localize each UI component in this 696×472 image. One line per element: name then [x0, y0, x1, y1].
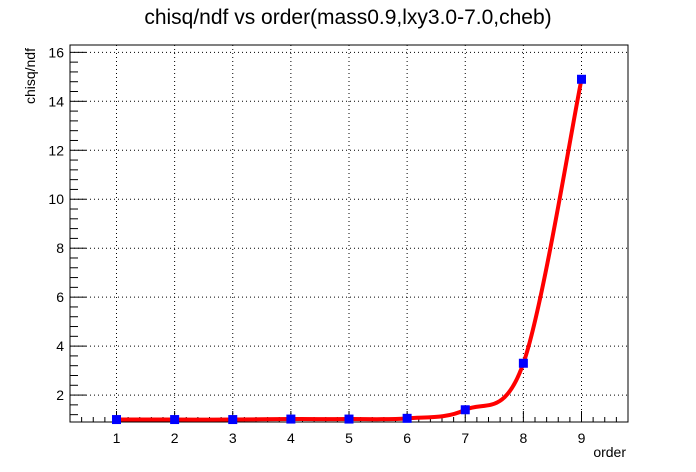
y-tick-label: 12: [48, 142, 64, 158]
y-tick-label: 2: [56, 387, 64, 403]
x-tick-label: 5: [345, 430, 353, 446]
series-line: [114, 77, 584, 422]
data-point: [460, 405, 470, 415]
y-tick-label: 8: [56, 240, 64, 256]
y-tick-label: 16: [48, 44, 64, 60]
data-point: [402, 413, 412, 423]
data-point: [577, 74, 586, 84]
y-tick-label: 4: [56, 338, 64, 354]
data-point: [228, 415, 238, 425]
data-point: [344, 414, 354, 424]
data-point: [518, 358, 528, 368]
grid-lines: [70, 45, 628, 422]
x-tick-label: 7: [461, 430, 469, 446]
x-tick-label: 8: [519, 430, 527, 446]
y-tick-label: 6: [56, 289, 64, 305]
x-tick-label: 3: [229, 430, 237, 446]
y-tick-label: 14: [48, 93, 64, 109]
x-tick-label: 4: [287, 430, 295, 446]
data-point: [112, 415, 121, 425]
x-tick-label: 1: [113, 430, 121, 446]
x-tick-label: 6: [403, 430, 411, 446]
x-tick-label: 2: [171, 430, 179, 446]
y-axis-label: chisq/ndf: [22, 48, 38, 104]
x-tick-label: 9: [578, 430, 586, 446]
series-layer: [112, 74, 586, 425]
x-axis-label: order: [593, 444, 626, 460]
data-point: [286, 414, 296, 424]
y-tick-label: 10: [48, 191, 64, 207]
data-point: [170, 415, 180, 425]
chart-title: chisq/ndf vs order(mass0.9,lxy3.0-7.0,ch…: [144, 6, 551, 29]
